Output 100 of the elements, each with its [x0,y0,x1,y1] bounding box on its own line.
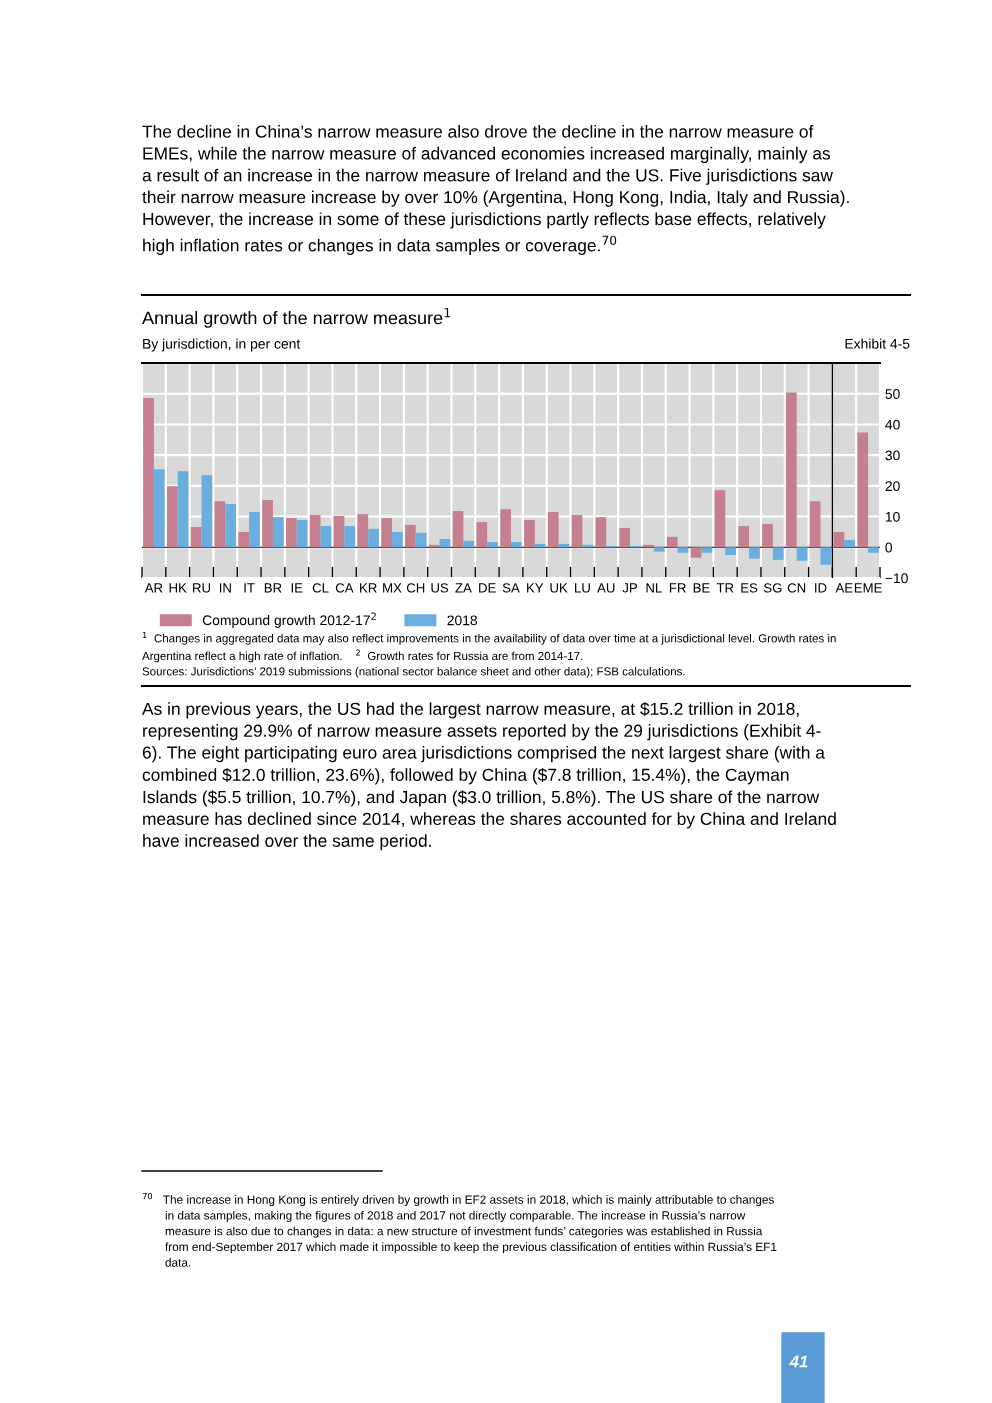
bar [238,531,250,548]
bar [772,547,784,560]
text: 41 [789,1355,808,1368]
y-tick-label: 50 [885,389,900,399]
text: As in previous years, the US had the largest narrow measure, at $15.2 trillion in 2018, representing 29.9% of narrow measure assets reported by the 29 jurisdictions (Exhibit 4- 6). The eight participating euro area jurisdictions comprised the next largest share (with a combined $12.0 trillion, 23.6%), followed by China ($7.8 trillion, 15.4%), the Cayman Islands ($5.5 trillion, 10.7%), and Japan ($3.0 trillion, 5.8%). The US share of the narrow measure has declined since 2014, whereas the shares accounted for by China and Ireland have increased over the same period. [142,702,836,851]
bar [524,519,535,548]
bar [749,547,760,559]
bar [534,543,546,548]
bar [201,475,213,548]
text: $^{1}$ Changes in aggregated data may also reflect improvements in the availability of data over time at a jurisdictional level. Growth rates in Argentina reflect a high rate of inflation. $^{2}$ Growth rates for Russia are from 2014-17. [142,632,836,663]
bar [439,538,451,548]
bar [511,542,522,548]
bar [690,547,702,558]
x-tick-label: RU [193,583,211,593]
x-tick-label: CA [335,583,354,593]
x-tick-label: IT [244,583,255,593]
x-tick-label: MX [383,583,402,593]
x-tick-label: CL [312,583,329,593]
bar [844,539,855,548]
x-tick-label: KR [360,583,377,593]
bar [167,486,178,548]
x-tick-label: JP [622,583,638,593]
bar [487,542,498,548]
bar [809,501,821,548]
x-tick-label: FR [669,583,686,593]
bar [463,540,475,548]
bar [619,527,631,548]
bar [595,517,607,548]
bar [381,518,392,548]
bar [225,503,237,548]
x-tick-label: CN [787,583,806,593]
bar [820,547,832,565]
legend-label: 2018 [447,615,478,626]
bar [833,531,845,548]
x-tick-label: NL [646,583,662,593]
bar [296,519,308,548]
x-tick-label: AU [597,583,615,593]
source-note: Sources: Jurisdictions’ 2019 submissions (national sector balance sheet and other data); FSB calculations. [142,667,685,678]
bar [500,509,511,548]
bar [320,526,332,548]
bar [476,522,488,548]
x-tick-label: HK [169,583,187,593]
x-tick-label: BR [264,583,282,593]
x-tick-label: CH [406,583,425,593]
x-tick-label: TR [716,583,734,593]
bar [415,532,427,548]
bar [286,518,297,548]
x-tick-label: ID [815,583,827,593]
bar [785,392,797,548]
bar [405,524,416,548]
bar [701,547,713,553]
bar [725,547,736,555]
x-tick-label: SG [763,583,782,593]
bar [153,469,165,548]
bar [309,515,321,548]
bar [391,531,403,548]
bar [368,528,379,548]
x-tick-label: KY [527,583,544,593]
y-tick-label: 40 [885,419,900,430]
y-tick-label: 20 [885,481,900,492]
y-tick-label: 0 [885,542,893,553]
legend-label: Compound growth 2012-17$^{2}$ [202,612,376,628]
x-tick-label: US [431,583,449,593]
bar [272,517,284,548]
bar [143,398,154,548]
x-tick-label: AR [144,583,163,593]
chart-title: Annual growth of the narrow measure$^{1}$ [142,307,451,328]
bar [262,499,273,548]
bar [249,511,260,548]
text: Exhibit 4-5 [845,338,910,349]
x-tick-label: IE [291,583,303,593]
x-tick-label: ES [741,583,758,593]
bar [653,547,665,552]
bar [868,547,879,553]
bar [677,547,689,553]
bar [762,523,773,548]
x-tick-label: AE [835,583,853,593]
x-tick-label: DE [479,583,496,593]
x-tick-label: IN [219,583,231,593]
bar [214,501,226,548]
bar [714,490,726,548]
bar [666,536,678,548]
y-tick-label: −10 [885,573,908,584]
x-tick-label: SA [502,583,520,593]
bar [796,547,808,561]
bar [177,471,189,548]
bar [571,515,583,548]
y-tick-label: 30 [885,450,900,461]
x-tick-label: ZA [455,583,472,593]
text: $^{70}$ The increase in Hong Kong is entirely driven by growth in EF2 assets in 2018, which is mainly attributable to changes in data samples, making the figures of 2018 and 2017 not directly comparable. The increase in Russia’s narrow measure is also due to changes in data: a new structure of investment funds’ categories was established in Russia from end-September 2017 which made it impossible to keep the previous classification of entities within Russia’s EF1 data. [142,1193,777,1267]
text: The decline in China’s narrow measure also drove the decline in the narrow measure of EMEs, while the narrow measure of advanced economies increased marginally, mainly as a result of an increase in the narrow measure of Ireland and the US. Five jurisdictions saw their narrow measure increase by over 10% (Argentina, Hong Kong, India, Italy and Russia). However, the increase in some of these jurisdictions partly reflects base effects, relatively high inflation rates or changes in data samples or coverage.$^{70}$ [142,125,849,255]
x-tick-label: EME [854,583,882,593]
bar [738,526,750,548]
bar [547,511,559,548]
bar [344,526,356,548]
bar [357,514,369,548]
x-tick-label: BE [693,583,710,593]
bar [857,432,869,548]
y-tick-label: 10 [885,511,900,522]
bar [333,515,345,548]
